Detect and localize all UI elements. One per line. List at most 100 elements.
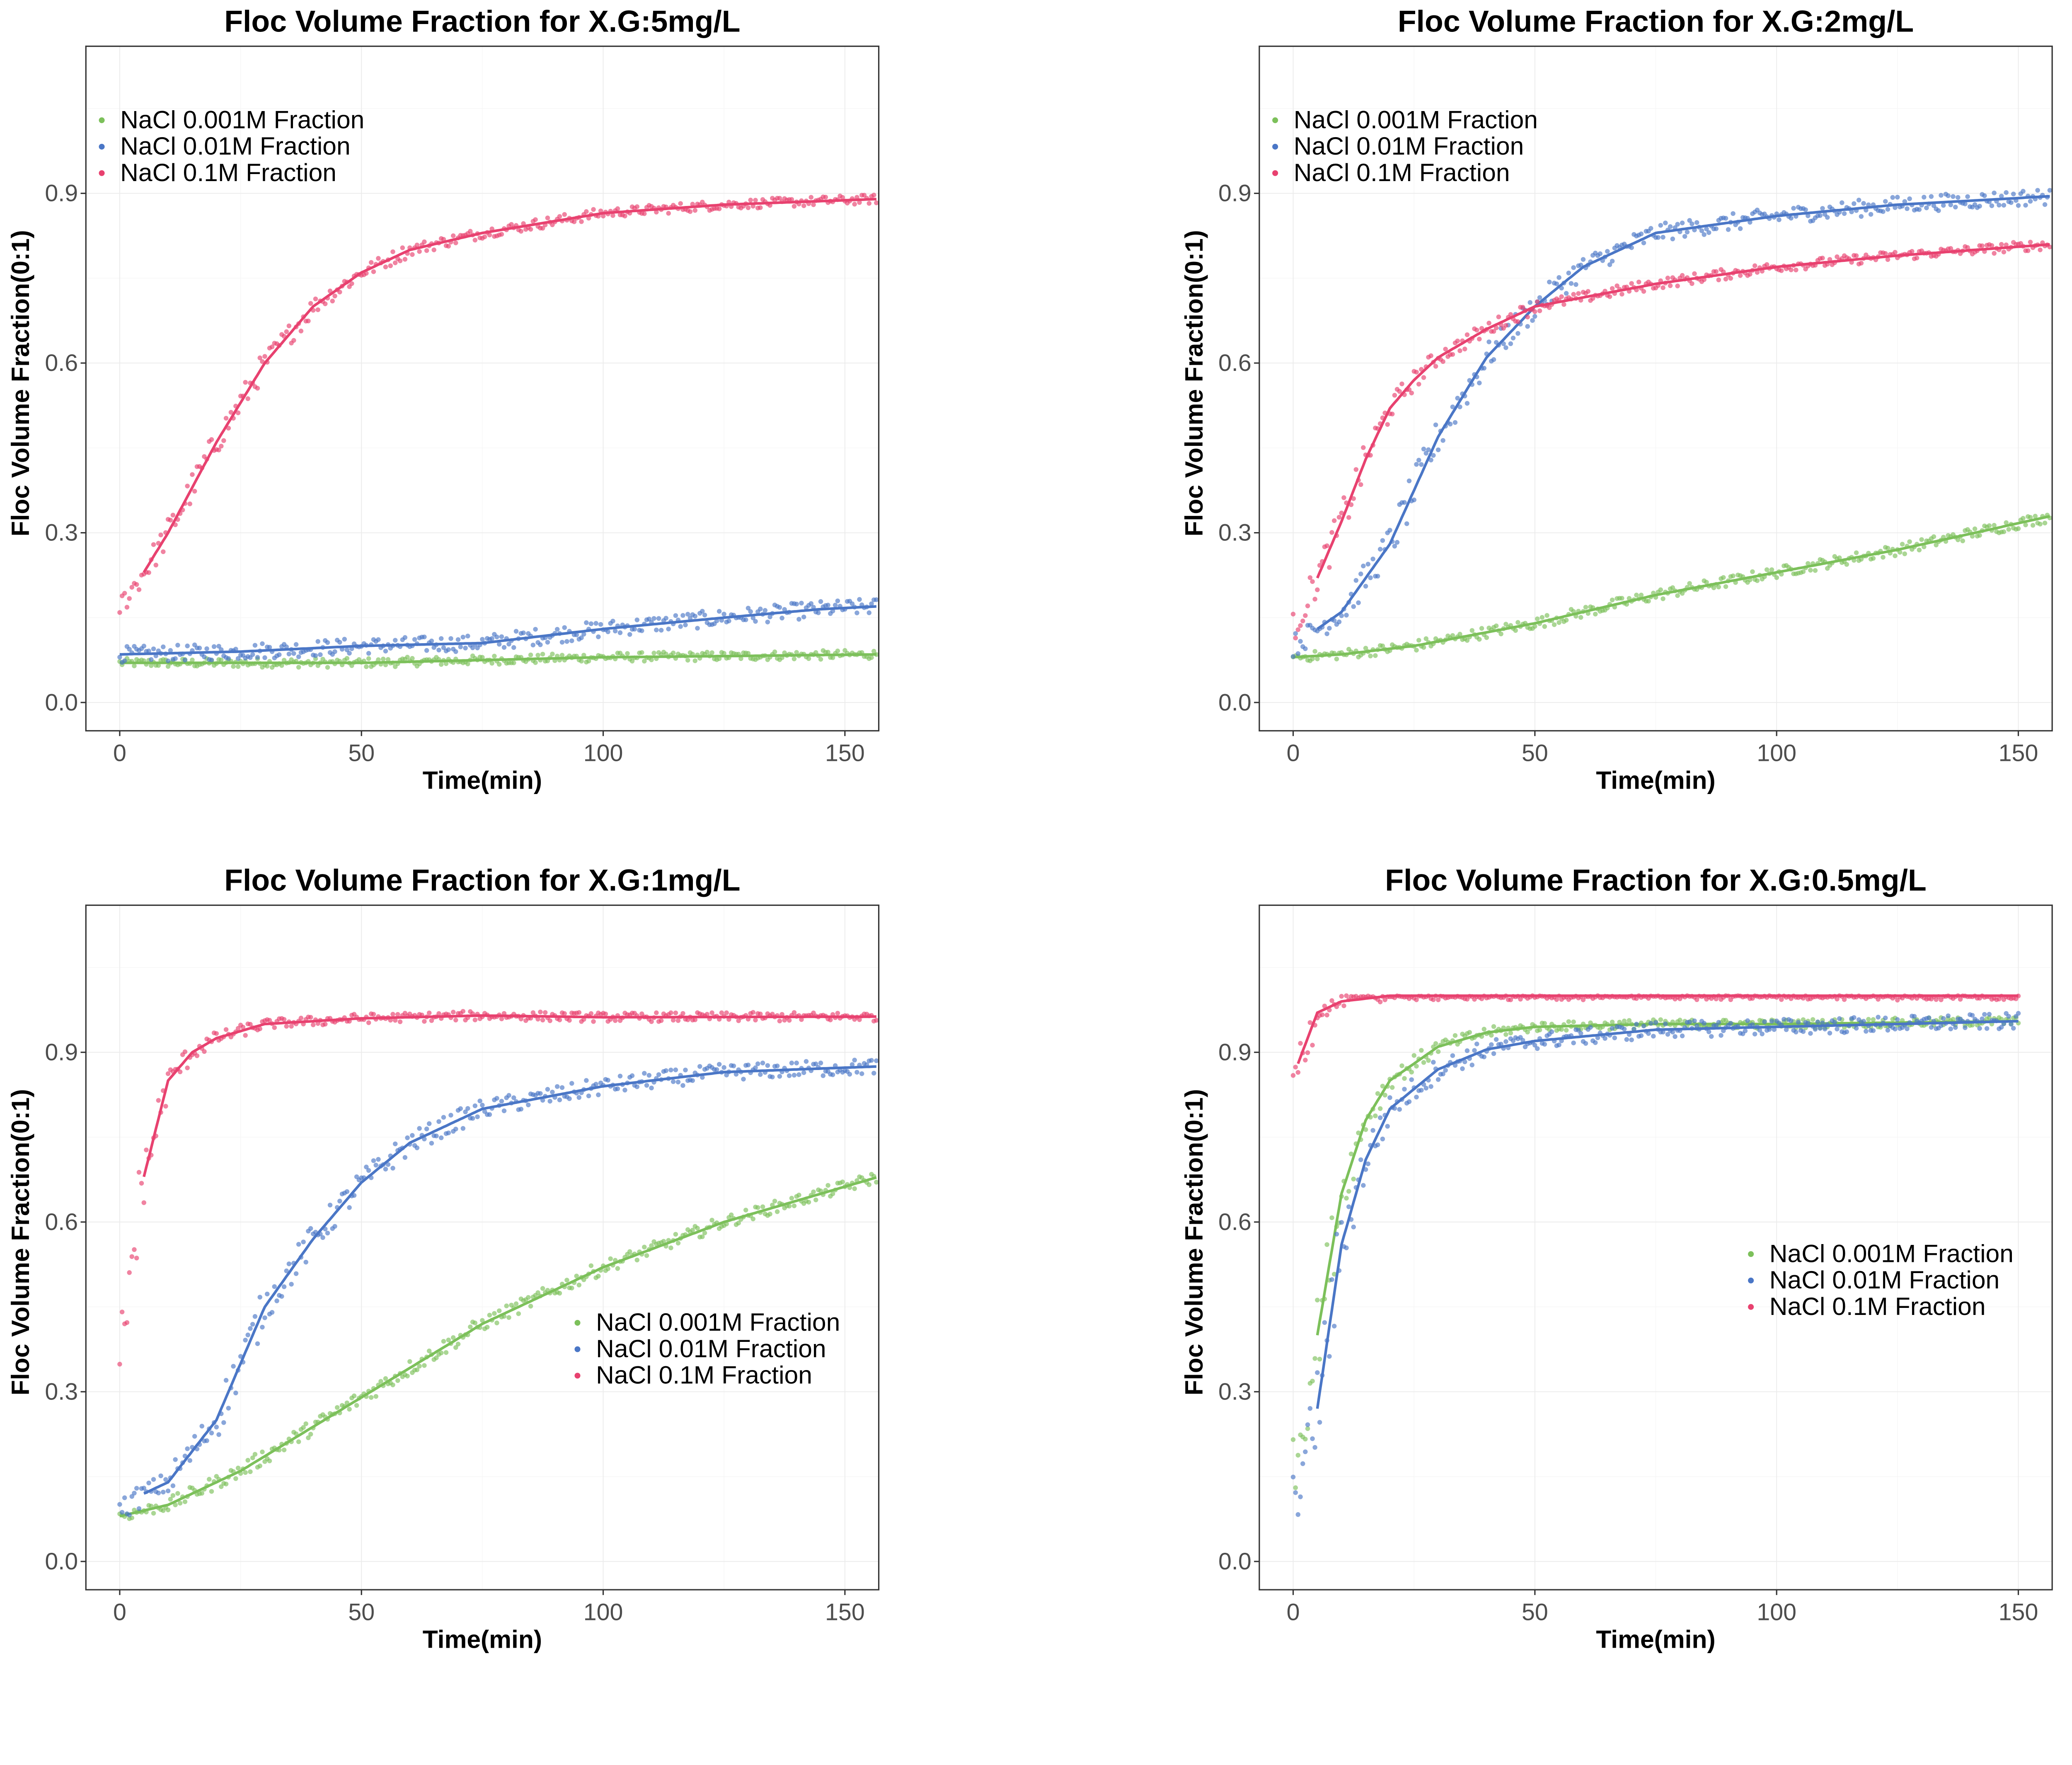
data-point [332, 293, 337, 299]
data-point [301, 1240, 306, 1244]
data-point [344, 656, 350, 661]
data-point [1421, 375, 1426, 380]
data-point [1547, 279, 1552, 285]
data-point [1953, 204, 1958, 210]
data-point [1387, 1095, 1392, 1100]
data-point [303, 1421, 308, 1426]
data-point [755, 1061, 760, 1066]
data-point [683, 622, 688, 627]
data-point [612, 628, 618, 634]
data-point [252, 643, 258, 648]
data-point [1329, 1215, 1334, 1220]
data-point [402, 257, 408, 262]
data-point [151, 1511, 156, 1516]
data-point [748, 198, 753, 203]
data-point [1779, 268, 1784, 273]
data-point [1914, 255, 1920, 261]
data-point [2016, 526, 2021, 531]
data-point [1629, 245, 1634, 250]
data-point [1554, 281, 1559, 286]
data-point [1298, 1494, 1303, 1499]
data-point [136, 587, 142, 592]
data-point [1818, 213, 1823, 218]
legend-label: NaCl 0.01M Fraction [120, 132, 351, 160]
data-point [221, 438, 226, 443]
data-point [472, 237, 478, 243]
data-point [146, 649, 151, 654]
smooth-line [1316, 1020, 2019, 1409]
data-point [2042, 521, 2048, 525]
data-point [588, 621, 594, 626]
x-axis-label: Time(min) [423, 1625, 542, 1653]
data-point [368, 260, 374, 265]
data-point [182, 1049, 188, 1054]
data-point [654, 210, 659, 215]
data-point [156, 1098, 161, 1103]
data-point [332, 649, 337, 654]
data-point [1893, 249, 1898, 255]
data-point [390, 249, 395, 254]
data-point [1346, 1189, 1351, 1194]
y-tick-label: 0.6 [1218, 1209, 1251, 1235]
data-point [117, 1502, 122, 1507]
data-point [1310, 579, 1315, 584]
data-point [1682, 234, 1687, 239]
data-point [366, 651, 371, 656]
data-point [806, 1200, 811, 1205]
data-point [673, 613, 678, 618]
data-point [1639, 231, 1644, 237]
data-point [1329, 1277, 1334, 1282]
data-point [1564, 617, 1569, 623]
data-point [1339, 511, 1344, 516]
data-point [767, 614, 772, 620]
data-point [127, 646, 132, 652]
data-point [1977, 1026, 1982, 1031]
data-point [627, 1249, 632, 1254]
data-point [410, 1133, 415, 1138]
data-point [144, 1148, 149, 1152]
data-point [1750, 569, 1755, 574]
data-point [603, 1012, 608, 1017]
data-point [1612, 1035, 1617, 1041]
data-point [576, 1283, 582, 1288]
data-point [1661, 235, 1665, 240]
data-point [1835, 254, 1840, 259]
data-point [1298, 623, 1303, 628]
data-point [796, 1072, 801, 1077]
data-point [219, 443, 224, 449]
data-point [489, 636, 494, 641]
data-point [1929, 194, 1934, 199]
y-tick-label: 0.3 [45, 1378, 78, 1405]
data-point [1607, 294, 1612, 299]
data-point [117, 655, 122, 660]
data-point [2028, 240, 2033, 245]
data-point [538, 1010, 543, 1014]
data-point [596, 1092, 601, 1097]
data-point [371, 1158, 376, 1163]
data-point [615, 1086, 620, 1091]
x-tick-label: 150 [1999, 740, 2038, 767]
chart-title: Floc Volume Fraction for X.G:2mg/L [1398, 5, 1914, 39]
data-point [584, 1078, 589, 1083]
data-point [455, 637, 461, 642]
data-point [477, 1098, 482, 1104]
data-point [818, 1060, 823, 1065]
data-point [1849, 209, 1854, 214]
data-point [209, 437, 214, 442]
data-point [1895, 1017, 1900, 1022]
data-point [1789, 267, 1794, 272]
data-point [854, 610, 859, 615]
data-point [852, 1186, 857, 1191]
data-point [1980, 1016, 1985, 1022]
data-point [129, 585, 134, 590]
data-point [1392, 393, 1397, 398]
data-point [2004, 520, 2009, 525]
data-point [393, 260, 398, 265]
data-point [1409, 1070, 1414, 1075]
data-point [260, 1324, 265, 1330]
data-point [1634, 593, 1639, 598]
data-point [2001, 203, 2007, 208]
data-point [818, 657, 823, 662]
data-point [1481, 366, 1487, 371]
data-point [122, 1495, 127, 1500]
